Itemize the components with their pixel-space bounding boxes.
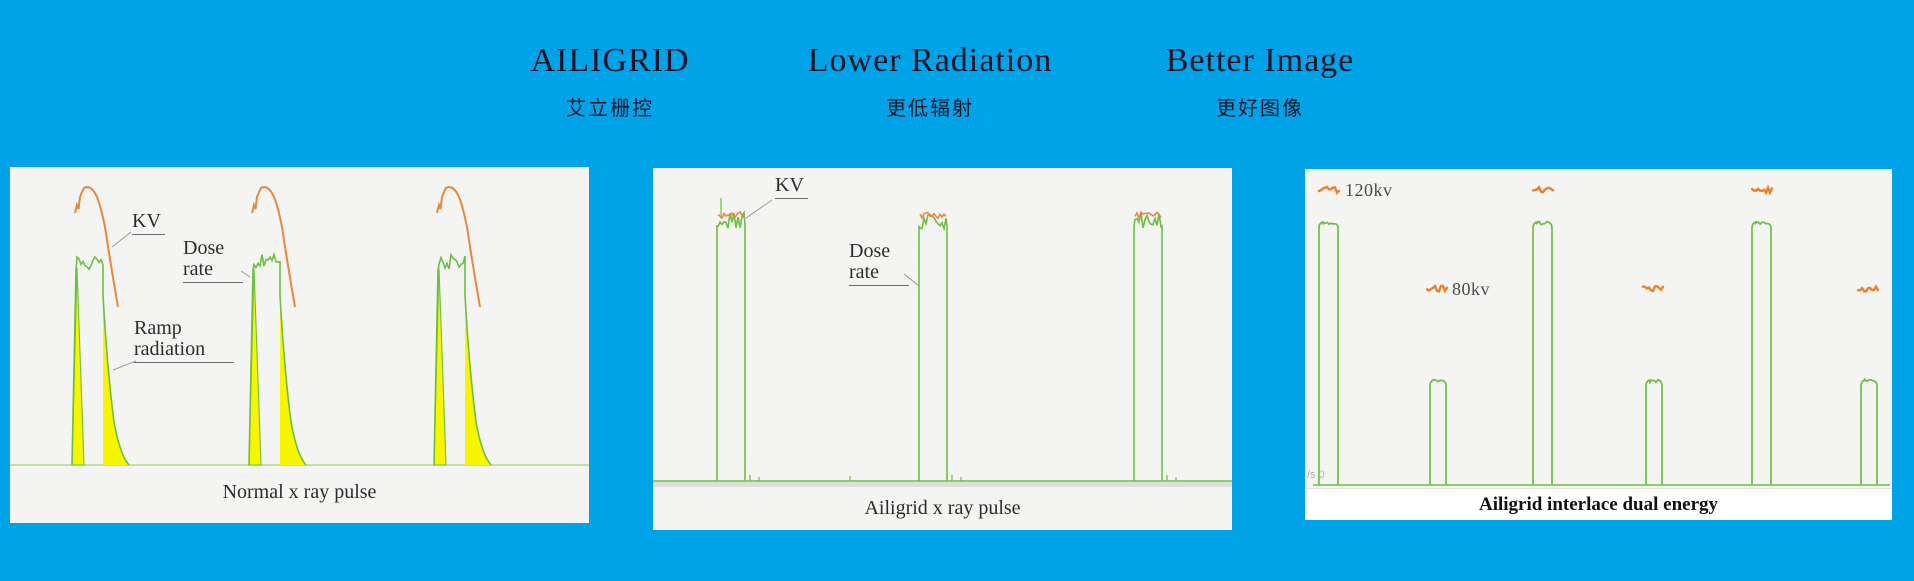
kv-level-markers [1317,184,1880,294]
kv-curve [74,186,481,308]
header-title-en: Lower Radiation [807,42,1053,79]
dose-rate-callout-label: Dose rate [183,238,243,283]
header-title-zh: 更好图像 [1216,98,1304,120]
axis-text-fragment: /s 0 [1307,469,1325,481]
label-80kv: 80kv [1452,279,1490,299]
ramp-radiation-fill [71,267,491,466]
leader-lines [111,231,251,371]
header-lower-radiation: Lower Radiation 更低辐射 [760,0,1100,121]
header-title-en: AILIGRID [530,42,690,79]
leader-lines [745,199,920,287]
panel-caption: Normal x ray pulse [222,481,377,503]
dose-rate-curve [71,251,492,466]
panel-interlace-dual-energy: 120kv 80kv /s 0 Ailigrid interlace dual … [1305,169,1892,520]
axis-strip [653,482,1232,487]
header-title-zh: 艾立栅控 [566,98,654,120]
label-120kv: 120kv [1345,180,1393,200]
dose-rate-pulses [653,198,1232,482]
ramp-radiation-callout-label: Ramp radiation [134,318,234,363]
kv-trace [717,210,1162,221]
panel-normal-xray-pulse: KV Dose rate Ramp radiation Normal x ray… [10,167,589,523]
caption-band: Ailigrid interlace dual energy [1305,488,1892,520]
header-better-image: Better Image 更好图像 [1090,0,1430,121]
pulse-train [1313,220,1890,486]
panel-caption: Ailigrid x ray pulse [864,497,1021,519]
interlace-dual-energy-chart [1313,184,1890,486]
dose-rate-callout-label: Dose rate [849,241,909,286]
panel-ailigrid-xray-pulse: KV Dose rate Ailigrid x ray pulse [653,168,1232,530]
header-ailigrid: AILIGRID 艾立栅控 [440,0,780,121]
kv-callout-label: KV [132,211,165,235]
kv-callout-label: KV [775,175,808,199]
header-title-zh: 更低辐射 [886,98,974,120]
header-title-en: Better Image [1165,42,1355,79]
normal-xray-pulse-chart [10,186,589,466]
ailigrid-xray-pulse-chart [653,198,1232,487]
panel-caption: Ailigrid interlace dual energy [1478,494,1719,515]
